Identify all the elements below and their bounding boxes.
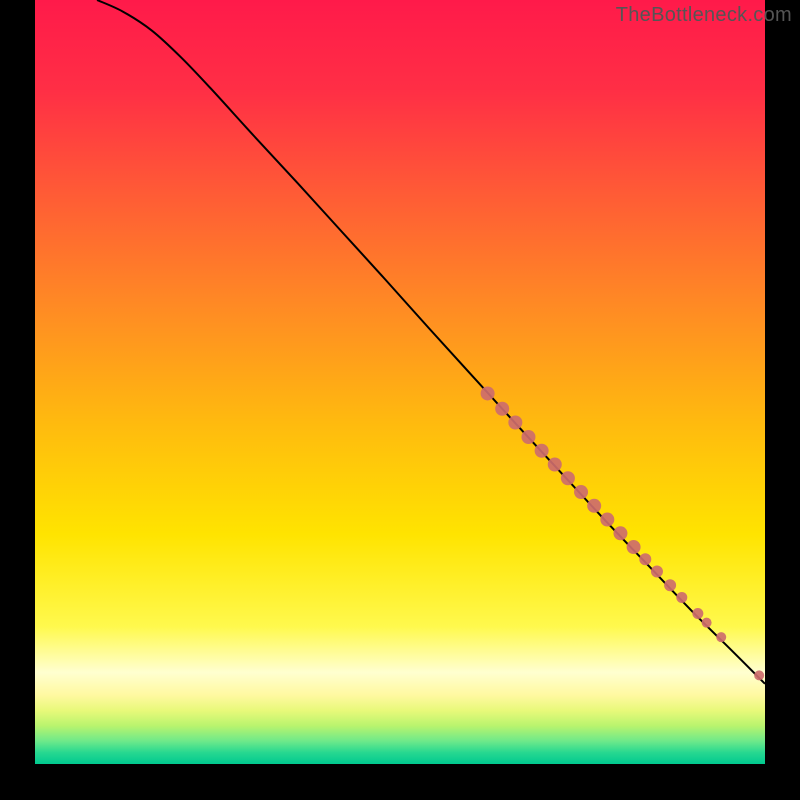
scatter-point (613, 526, 627, 540)
scatter-point (587, 499, 601, 513)
scatter-point (600, 513, 614, 527)
scatter-point (508, 415, 522, 429)
scatter-point (535, 444, 549, 458)
chart-container: TheBottleneck.com (0, 0, 800, 800)
scatter-point (692, 608, 703, 619)
plot-gradient-background (35, 0, 765, 764)
gradient-curve-chart (0, 0, 800, 800)
scatter-point (676, 592, 687, 603)
scatter-point (664, 579, 676, 591)
scatter-point (754, 670, 764, 680)
scatter-point (495, 402, 509, 416)
scatter-point (561, 471, 575, 485)
scatter-point (716, 632, 726, 642)
scatter-point (481, 386, 495, 400)
scatter-point (702, 618, 712, 628)
watermark-label: TheBottleneck.com (616, 4, 792, 27)
scatter-point (627, 540, 641, 554)
scatter-point (651, 565, 663, 577)
scatter-point (521, 430, 535, 444)
scatter-point (574, 485, 588, 499)
scatter-point (639, 553, 651, 565)
scatter-point (548, 458, 562, 472)
